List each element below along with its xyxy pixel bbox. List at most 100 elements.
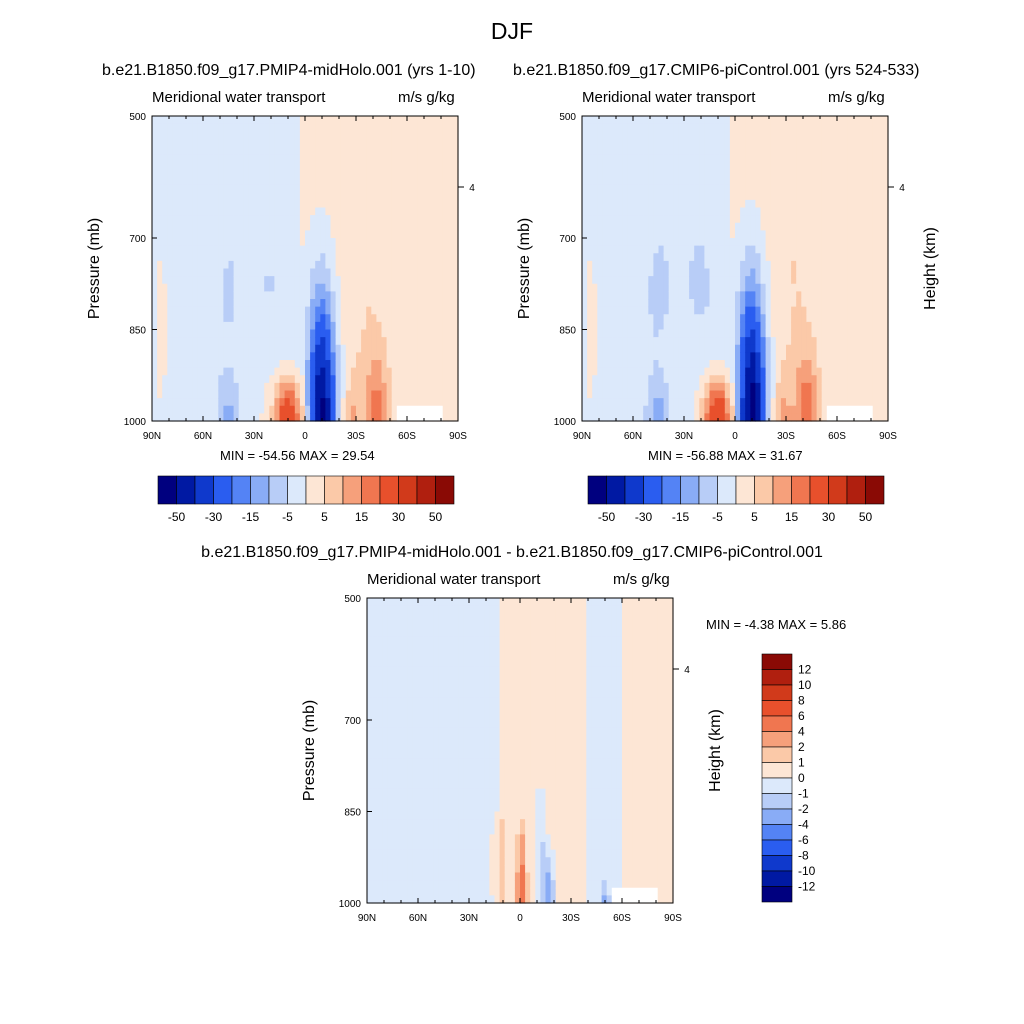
contour-cell — [668, 398, 675, 407]
contour-cell — [867, 260, 874, 270]
contour-cell — [816, 413, 823, 422]
contour-cell — [678, 344, 685, 353]
contour-cell — [335, 230, 342, 239]
contour-cell — [602, 123, 609, 132]
contour-cell — [407, 344, 413, 353]
contour-cell — [447, 375, 454, 384]
contour-cell — [259, 352, 265, 361]
contour-cell — [658, 413, 665, 422]
contour-cell — [172, 245, 179, 254]
contour-cell — [770, 215, 777, 224]
contour-cell — [294, 413, 301, 422]
contour-cell — [582, 375, 588, 384]
contour-cell — [653, 184, 660, 193]
contour-cell — [274, 215, 281, 224]
contour-cell — [735, 299, 741, 308]
contour-cell — [259, 184, 265, 193]
contour-cell — [633, 245, 639, 254]
contour-cell — [284, 138, 291, 148]
contour-cell — [760, 123, 767, 132]
contour-cell — [627, 314, 634, 323]
contour-cell — [821, 253, 828, 262]
contour-cell — [208, 398, 214, 407]
contour-cell — [638, 299, 644, 308]
contour-cell — [648, 352, 654, 361]
contour-cell — [391, 116, 398, 125]
contour-cell — [745, 154, 751, 163]
contour-cell — [407, 360, 413, 369]
contour-cell — [842, 184, 848, 193]
contour-cell — [396, 215, 403, 224]
contour-cell — [427, 177, 434, 186]
contour-cell — [152, 390, 158, 399]
contour-cell — [689, 238, 695, 247]
contour-cell — [203, 253, 209, 262]
colorbar-box — [157, 475, 177, 505]
contour-cell — [867, 344, 874, 353]
contour-cell — [735, 306, 741, 315]
contour-cell — [442, 123, 449, 132]
colorbar-box — [287, 475, 307, 505]
contour-cell — [735, 329, 741, 338]
contour-cell — [750, 398, 756, 407]
contour-cell — [837, 390, 843, 399]
contour-cell — [452, 177, 459, 186]
contour-cell — [852, 215, 858, 224]
contour-cell — [381, 131, 388, 140]
contour-cell — [366, 123, 372, 132]
contour-cell — [238, 238, 245, 247]
contour-cell — [228, 207, 235, 216]
contour-cell — [755, 253, 762, 262]
contour-cell — [694, 321, 700, 331]
contour-cell — [678, 177, 685, 186]
panel-title-picontrol: b.e21.B1850.f09_g17.CMIP6-piControl.001 … — [513, 62, 920, 79]
contour-cell — [361, 138, 367, 148]
contour-cell — [452, 253, 459, 262]
contour-cell — [259, 215, 265, 224]
contour-cell — [401, 215, 408, 224]
contour-cell — [187, 405, 194, 414]
contour-cell — [714, 321, 721, 331]
contour-cell — [643, 230, 649, 239]
contour-cell — [633, 222, 639, 231]
contour-cell — [197, 169, 204, 178]
contour-cell — [673, 344, 680, 353]
contour-cell — [422, 146, 428, 155]
contour-cell — [452, 337, 459, 346]
contour-cell — [197, 138, 204, 148]
contour-cell — [152, 260, 158, 270]
contour-cell — [192, 131, 199, 140]
contour-cell — [612, 352, 619, 361]
contour-cell — [831, 344, 838, 353]
contour-cell — [653, 291, 660, 300]
contour-cell — [714, 329, 721, 338]
contour-cell — [294, 230, 301, 239]
contour-cell — [837, 199, 843, 209]
contour-cell — [872, 161, 879, 170]
contour-cell — [775, 306, 782, 315]
contour-cell — [729, 222, 736, 231]
contour-cell — [356, 398, 362, 407]
contour-cell — [622, 306, 629, 315]
contour-cell — [872, 398, 879, 407]
contour-cell — [622, 321, 629, 331]
contour-cell — [407, 321, 413, 331]
contour-cell — [447, 215, 454, 224]
contour-cell — [192, 123, 199, 132]
contour-cell — [811, 184, 818, 193]
contour-cell — [877, 199, 884, 209]
contour-cell — [673, 177, 680, 186]
contour-cell — [386, 215, 393, 224]
contour-cell — [745, 184, 751, 193]
contour-cell — [187, 215, 194, 224]
contour-cell — [607, 375, 614, 384]
contour-cell — [182, 352, 189, 361]
contour-cell — [274, 123, 281, 132]
contour-cell — [381, 260, 388, 270]
contour-cell — [330, 222, 337, 231]
contour-cell — [760, 413, 767, 422]
contour-cell — [442, 230, 449, 239]
contour-cell — [345, 146, 352, 155]
contour-cell — [684, 230, 690, 239]
contour-cell — [350, 199, 357, 209]
